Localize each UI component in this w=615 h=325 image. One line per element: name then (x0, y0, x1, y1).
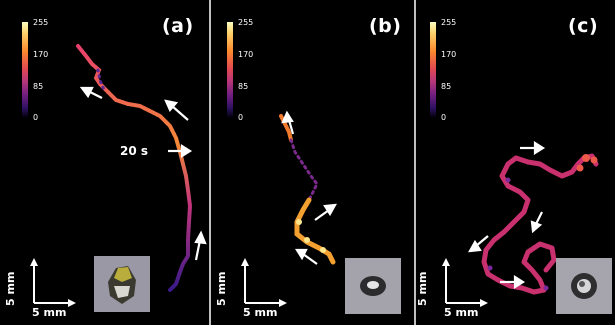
colorbar-tick-170: 170 (33, 50, 49, 59)
colorbar-tick-170: 170 (441, 50, 457, 59)
scale-bar-b (241, 258, 287, 307)
scale-label-vertical-c: 5 mm (416, 271, 429, 306)
particle-inset-b (345, 258, 401, 314)
panel-label-a: (a) (162, 15, 194, 37)
panel-b: 255 170 85 0 (b) 5 mm 5 mm (211, 0, 414, 325)
colorbar-tick-85: 85 (441, 82, 452, 91)
trajectory-a (76, 44, 207, 292)
particle-inset-c (556, 258, 612, 314)
panel-a: 255 170 85 0 (a) 20 s 5 mm 5 mm (0, 0, 209, 325)
scale-bar-c (442, 258, 488, 307)
colorbar-tick-0: 0 (33, 113, 39, 122)
colorbar-tick-85: 85 (238, 82, 249, 91)
panel-label-b: (b) (369, 15, 402, 37)
colorbar-tick-170: 170 (238, 50, 254, 59)
colorbar-tick-0: 0 (441, 113, 447, 122)
scale-label-horizontal-a: 5 mm (32, 306, 67, 319)
colorbar-tick-85: 85 (33, 82, 44, 91)
time-annotation: 20 s (120, 144, 149, 158)
panel-divider (414, 0, 416, 325)
particle-inset-a (94, 256, 150, 312)
scale-bar-a (30, 258, 76, 307)
colorbar-tick-0: 0 (238, 113, 244, 122)
colorbar-c (430, 22, 436, 118)
direction-arrows-a (79, 86, 207, 261)
direction-arrows-c (468, 141, 546, 289)
panel-c: 255 170 85 0 (c) 5 mm 5 mm (416, 0, 615, 325)
colorbar-b (227, 22, 233, 118)
colorbar-tick-255: 255 (441, 18, 457, 27)
colorbar-tick-255: 255 (33, 18, 49, 27)
trajectory-b (279, 110, 337, 265)
colorbar-a (22, 22, 28, 118)
panel-label-c: (c) (568, 15, 599, 37)
direction-arrows-b (281, 110, 337, 265)
trajectory-c (468, 141, 599, 295)
scale-label-horizontal-c: 5 mm (444, 306, 479, 319)
scale-label-vertical-b: 5 mm (215, 271, 228, 306)
colorbar-tick-255: 255 (238, 18, 254, 27)
scale-label-horizontal-b: 5 mm (243, 306, 278, 319)
panel-divider (209, 0, 211, 325)
scale-label-vertical-a: 5 mm (4, 271, 17, 306)
